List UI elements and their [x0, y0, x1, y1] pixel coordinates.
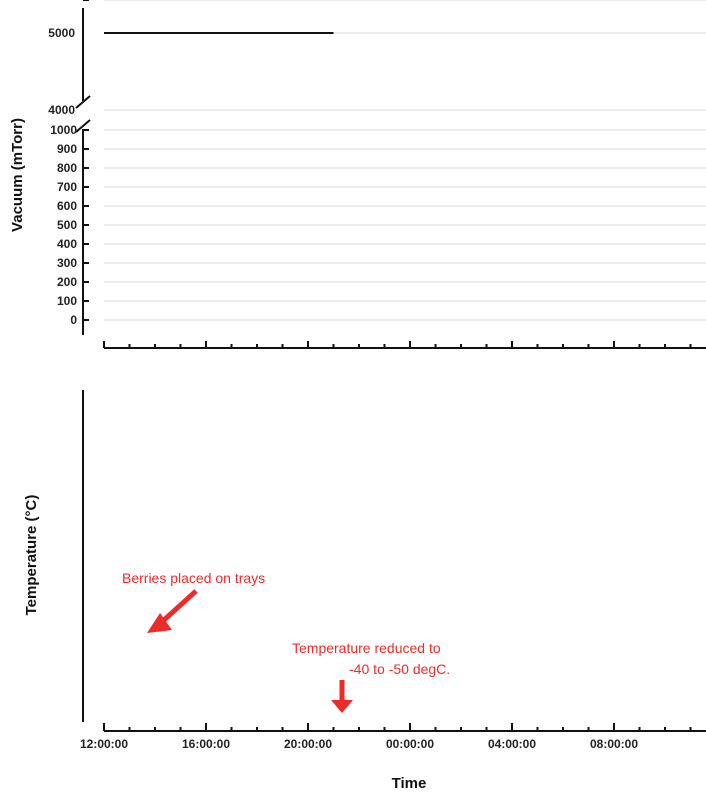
- annotation-layer: Berries placed on trays Temperature redu…: [122, 570, 450, 713]
- x-tick-label: 08:00:00: [590, 737, 638, 751]
- temperature-tick-label: 40: [64, 0, 78, 3]
- x-tick-label: 00:00:00: [386, 737, 434, 751]
- temperature-tick-label: 0: [70, 0, 77, 3]
- grid-layer: [104, 0, 706, 321]
- temperature-tick-label: 30: [64, 0, 78, 3]
- annotation-temperature-label-line2: -40 to -50 degC.: [349, 661, 450, 677]
- x-tick-label: 16:00:00: [182, 737, 230, 751]
- vacuum-tick-label: 5000: [48, 26, 75, 40]
- temperature-y-axis-title: Temperature (°C): [23, 495, 40, 616]
- temperature-tick-label: -50: [60, 0, 78, 3]
- temperature-tick-label: -20: [60, 0, 78, 3]
- vacuum-tick-label: 0: [70, 313, 77, 327]
- temperature-tick-label: 60: [64, 0, 78, 3]
- vacuum-tick-label: 600: [57, 199, 77, 213]
- temperature-tick-label: 50: [64, 0, 78, 3]
- vacuum-tick-label: 4000: [48, 103, 75, 117]
- axis-layer: [75, 0, 706, 732]
- vacuum-tick-label: 400: [57, 237, 77, 251]
- temperature-tick-label: 20: [64, 0, 78, 3]
- vacuum-tick-label: 200: [57, 275, 77, 289]
- temperature-tick-label: 80: [64, 0, 78, 3]
- annotation-berries-label: Berries placed on trays: [122, 570, 265, 586]
- annotation-berries-arrow-head: [147, 613, 172, 633]
- vacuum-y-axis-title: Vacuum (mTorr): [9, 118, 26, 232]
- temperature-tick-label: 90: [64, 0, 78, 3]
- vacuum-tick-label: 800: [57, 161, 77, 175]
- annotation-temperature-label-line1: Temperature reduced to: [292, 640, 441, 656]
- annotation-temperature-arrow-head: [331, 700, 353, 713]
- vacuum-tick-label: 500: [57, 218, 77, 232]
- vacuum-axis-break-mark: [75, 95, 91, 109]
- vacuum-axis-break-mark: [75, 119, 91, 133]
- x-tick-label: 12:00:00: [80, 737, 128, 751]
- vacuum-tick-label: 900: [57, 142, 77, 156]
- vacuum-tick-label: 700: [57, 180, 77, 194]
- temperature-tick-label: -30: [60, 0, 78, 3]
- temperature-tick-label: 70: [64, 0, 78, 3]
- tick-layer: 0100200300400500600700800900100040005000…: [48, 0, 638, 751]
- vacuum-tick-label: 100: [57, 294, 77, 308]
- temperature-tick-label: -40: [60, 0, 78, 3]
- x-axis-title: Time: [392, 775, 427, 792]
- vacuum-tick-label: 300: [57, 256, 77, 270]
- x-tick-label: 20:00:00: [284, 737, 332, 751]
- x-tick-label: 04:00:00: [488, 737, 536, 751]
- vacuum-tick-label: 1000: [50, 123, 77, 137]
- temperature-tick-label: 10: [64, 0, 78, 3]
- annotation-berries-arrow-shaft: [162, 589, 198, 622]
- temperature-tick-label: -10: [60, 0, 78, 3]
